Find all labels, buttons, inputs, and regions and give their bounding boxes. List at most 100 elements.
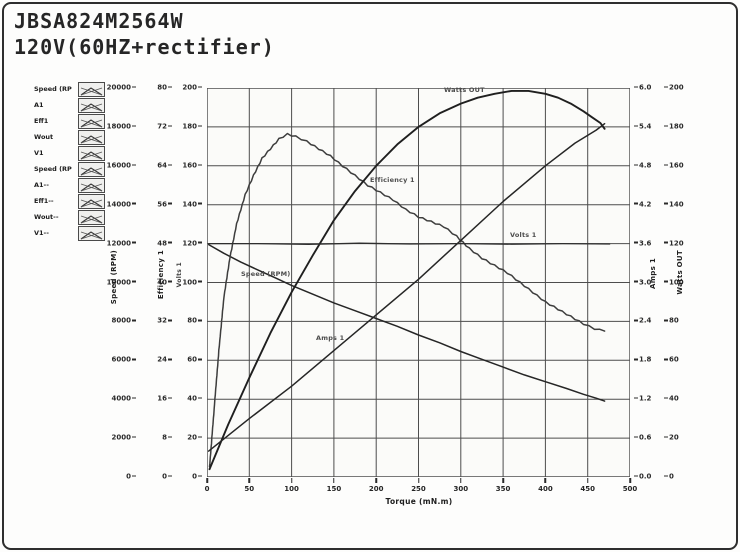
axis-tick-label: 4.8	[634, 162, 651, 169]
legend-item: A1	[34, 97, 105, 113]
x-tick-mark	[290, 478, 293, 483]
x-tick-mark	[460, 478, 462, 483]
legend-item-label: Eff1	[34, 117, 49, 125]
x-tick-mark	[629, 478, 631, 483]
legend-item-label: V1--	[34, 229, 49, 237]
legend-item: V1	[34, 145, 105, 161]
axis-tick-label: 2.4	[634, 317, 651, 325]
legend-item-label: Eff1--	[34, 197, 54, 205]
axis-tick-label: 64	[157, 162, 172, 169]
curve-volts-1	[208, 242, 611, 246]
axis-tick-label: 8000	[112, 317, 136, 325]
curve-speed-rpm-	[207, 243, 606, 402]
x-tick-label: 400	[538, 485, 553, 493]
axis-tick-label: 80	[187, 317, 202, 325]
curve-efficiency-1	[208, 132, 606, 468]
axis-tick-label: 0	[126, 473, 136, 481]
volts-axis-title: Volts 1	[176, 262, 183, 288]
watts-axis-title: Watts OUT	[676, 250, 684, 295]
line-style-swatch-icon	[78, 81, 105, 97]
axis-efficiency-ticks: 0 8 16 24 32 40 48 56 64 72 80	[146, 84, 172, 480]
axis-tick-label: 8	[162, 434, 172, 442]
legend-item: Speed (RP	[34, 161, 105, 177]
axis-tick-label: 60	[187, 356, 202, 364]
axis-tick-label: 0.6	[634, 434, 651, 442]
axis-tick-label: 4.2	[634, 201, 651, 208]
axis-tick-label: 2000	[112, 434, 136, 442]
x-tick-mark	[417, 478, 420, 483]
torque-axis-title: Torque (mN.m)	[385, 497, 453, 506]
x-tick-mark	[544, 478, 547, 483]
axis-tick-label: 40	[157, 279, 172, 286]
axis-tick-label: 0.0	[634, 473, 651, 481]
amps-axis-title: Amps 1	[649, 258, 657, 289]
legend-item: Eff1	[34, 113, 105, 129]
axis-tick-label: 20	[664, 434, 679, 442]
curve-amps-1	[207, 122, 606, 452]
axis-tick-label: 80	[664, 317, 679, 325]
axis-volts-ticks: 0 20 40 60 80 100 120 140 160 180 200	[174, 84, 202, 480]
chart-canvas	[207, 88, 630, 477]
curve-label: Watts OUT	[444, 86, 485, 94]
title-block: JBSA824M2564W 120V(60HZ+rectifier)	[14, 8, 275, 60]
x-tick-mark	[375, 478, 377, 483]
torque-axis: 0 50 100 150 200 250 300 350 400 450 500	[204, 477, 637, 497]
line-style-swatch-icon	[78, 145, 105, 161]
legend-item: A1--	[34, 177, 105, 193]
line-style-swatch-icon	[78, 97, 105, 113]
axis-speed-ticks: 0 2000 4000 6000 8000 10000 12000 14000 16000 180…	[88, 84, 136, 480]
line-style-swatch-icon	[78, 209, 105, 225]
x-tick-label: 100	[284, 485, 299, 493]
axis-tick-label: 16000	[107, 162, 136, 169]
axis-tick-label: 0	[162, 473, 172, 481]
efficiency-axis-title: Efficiency 1	[157, 250, 165, 300]
axis-tick-label: 180	[664, 123, 684, 130]
axis-tick-label: 20	[187, 434, 202, 442]
line-style-swatch-icon	[78, 177, 105, 193]
axis-tick-label: 0	[192, 473, 202, 481]
curve-label: Amps 1	[316, 334, 345, 342]
axis-tick-label: 1.8	[634, 356, 651, 364]
axis-tick-label: 200	[664, 84, 684, 92]
x-tick-label: 500	[622, 485, 638, 493]
axis-tick-label: 3.6	[634, 240, 651, 247]
line-style-swatch-icon	[78, 129, 105, 145]
legend-item-label: Speed (RP	[34, 165, 72, 173]
curve-watts-out	[208, 89, 606, 471]
x-tick-label: 150	[326, 485, 342, 493]
axis-tick-label: 18000	[107, 123, 136, 130]
x-tick-mark	[206, 478, 208, 483]
legend-item-label: Wout--	[34, 213, 59, 221]
x-tick-label: 0	[204, 485, 210, 493]
axis-tick-label: 100	[182, 279, 202, 286]
curve-label: Speed (RPM)	[241, 270, 291, 278]
line-style-swatch-icon	[78, 161, 105, 177]
axis-tick-label: 12000	[107, 240, 136, 247]
axis-tick-label: 40	[187, 395, 202, 403]
axis-tick-label: 6000	[112, 356, 136, 364]
legend-item-label: Speed (RP	[34, 85, 72, 93]
test-condition: 120V(60HZ+rectifier)	[14, 35, 275, 59]
axis-tick-label: 140	[182, 201, 202, 208]
x-tick-label: 350	[495, 485, 511, 493]
x-tick-label: 250	[411, 485, 426, 493]
axis-tick-label: 56	[157, 201, 172, 208]
axis-tick-label: 140	[664, 201, 684, 208]
axis-tick-label: 16	[157, 395, 172, 403]
axis-tick-label: 48	[157, 240, 172, 247]
legend-item: Speed (RP	[34, 81, 105, 97]
axis-tick-label: 40	[664, 395, 679, 403]
axis-tick-label: 20000	[107, 84, 136, 92]
x-tick-mark	[586, 478, 589, 483]
legend-item-label: A1--	[34, 181, 49, 189]
x-tick-mark	[248, 478, 251, 483]
axis-tick-label: 180	[182, 123, 202, 130]
axis-tick-label: 4000	[112, 395, 136, 403]
axis-tick-label: 5.4	[634, 123, 651, 130]
axis-tick-label: 10000	[107, 279, 136, 286]
axis-tick-label: 0	[664, 473, 674, 481]
legend-item: Eff1--	[34, 193, 105, 209]
axis-tick-label: 60	[664, 356, 679, 364]
axis-tick-label: 160	[182, 162, 202, 169]
